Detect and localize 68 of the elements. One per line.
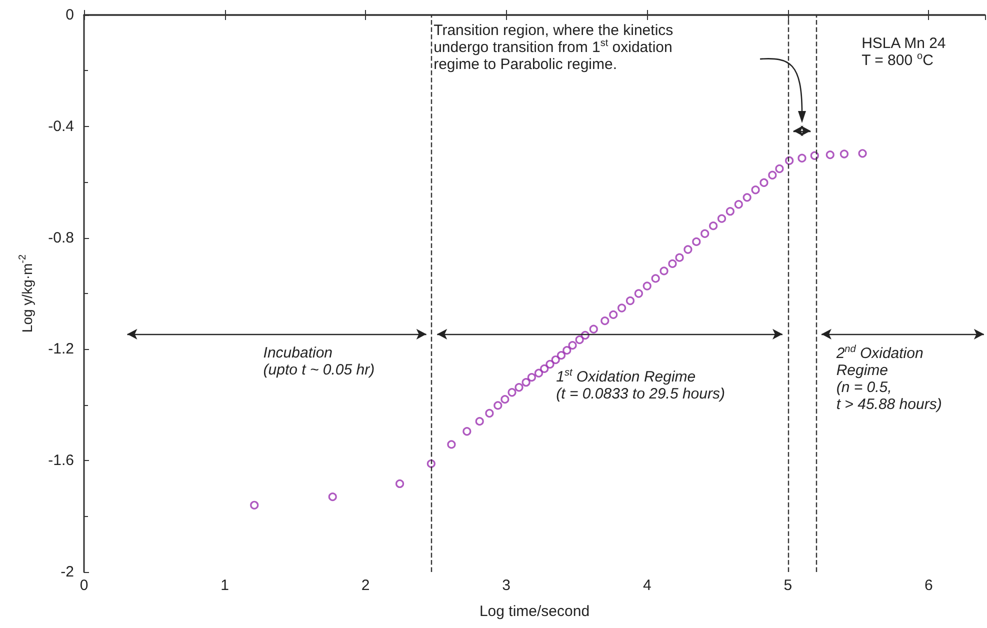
point [742, 193, 752, 202]
point [810, 151, 819, 160]
point [494, 401, 502, 410]
annotation: Incubation (upto t ~ 0.05 hr) [263, 344, 375, 379]
y-tick-label: -1.6 [48, 452, 74, 470]
x-tick-label: 3 [502, 577, 511, 594]
x-axis-title: Log time/second [479, 603, 590, 620]
y-tick-label: -0.8 [48, 229, 74, 246]
point [527, 373, 536, 382]
point [709, 222, 718, 230]
x-tick-label: 5 [784, 577, 792, 594]
point [751, 186, 760, 194]
point [798, 154, 806, 162]
point [589, 324, 598, 334]
point [485, 408, 494, 418]
point [551, 355, 560, 364]
point [700, 229, 710, 238]
point [395, 479, 404, 488]
x-tick-label: 0 [80, 577, 88, 594]
point [684, 245, 692, 254]
y-tick-label: 0 [66, 6, 74, 24]
point [546, 360, 554, 369]
point [580, 330, 590, 340]
y-tick-label: -1.2 [48, 340, 74, 358]
point [858, 149, 867, 158]
point [562, 346, 572, 355]
point [675, 253, 684, 262]
x-tick-label: 4 [642, 577, 652, 594]
point [785, 156, 794, 165]
point [514, 383, 524, 392]
point [692, 237, 701, 246]
point [660, 266, 668, 276]
point [726, 207, 734, 216]
point [522, 378, 530, 387]
point [651, 274, 660, 283]
point [540, 364, 549, 373]
point [626, 296, 635, 306]
point [475, 417, 484, 426]
point [760, 178, 768, 187]
point [575, 335, 584, 344]
y-tick-label: -0.4 [48, 118, 74, 135]
point [447, 440, 456, 449]
point [568, 341, 577, 350]
x-tick-label: 1 [220, 577, 229, 594]
point [328, 492, 337, 502]
x-tick-label: 2 [361, 577, 370, 594]
point [250, 500, 259, 510]
point [768, 170, 777, 180]
point [717, 214, 726, 223]
point [734, 200, 743, 209]
point [775, 164, 784, 174]
point [634, 289, 643, 298]
point [462, 427, 472, 436]
point [600, 316, 610, 326]
point [668, 259, 677, 268]
point [426, 459, 436, 468]
point [508, 388, 516, 397]
y-axis-title: Log y/kg·m-2 [18, 254, 35, 333]
point [826, 150, 834, 160]
x-tick-label: 6 [924, 577, 933, 594]
point [556, 351, 566, 360]
point [642, 282, 652, 290]
y-tick-label: -2 [60, 564, 74, 580]
point [617, 304, 626, 312]
point [840, 150, 849, 158]
point [500, 395, 510, 404]
point [609, 310, 618, 319]
point [534, 368, 544, 378]
